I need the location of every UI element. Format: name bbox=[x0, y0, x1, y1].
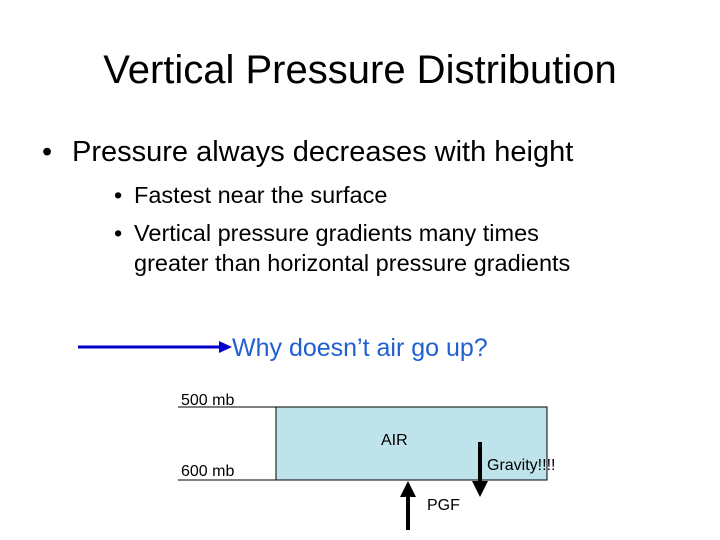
air-label: AIR bbox=[381, 432, 408, 449]
blue-arrow-head bbox=[219, 341, 232, 353]
bullet-mark: • bbox=[114, 220, 123, 246]
pgf-label: PGF bbox=[427, 497, 460, 514]
label-500mb: 500 mb bbox=[181, 392, 235, 409]
sub-bullet-2-text-line1: Vertical pressure gradients many times bbox=[134, 220, 539, 246]
air-parcel-box bbox=[275, 406, 548, 481]
pgf-arrow-head bbox=[400, 481, 416, 497]
bullet-main-text: Pressure always decreases with height bbox=[72, 136, 574, 168]
sub-bullet-1: • Fastest near the surface bbox=[114, 180, 387, 210]
sub-bullet-2-text-line2: greater than horizontal pressure gradien… bbox=[134, 250, 571, 276]
page-title: Vertical Pressure Distribution bbox=[103, 48, 617, 92]
gravity-label: Gravity!!!! bbox=[487, 457, 556, 474]
label-600mb: 600 mb bbox=[181, 463, 235, 480]
sub-bullet-2: • Vertical pressure gradients many times … bbox=[114, 218, 570, 278]
bullet-main: • Pressure always decreases with height bbox=[42, 134, 573, 170]
bullet-mark: • bbox=[114, 182, 123, 208]
sub-bullet-1-text: Fastest near the surface bbox=[134, 182, 388, 208]
gravity-arrow-head bbox=[472, 481, 488, 497]
bullet-mark: • bbox=[42, 136, 53, 168]
diagram-question: Why doesn’t air go up? bbox=[232, 334, 488, 362]
